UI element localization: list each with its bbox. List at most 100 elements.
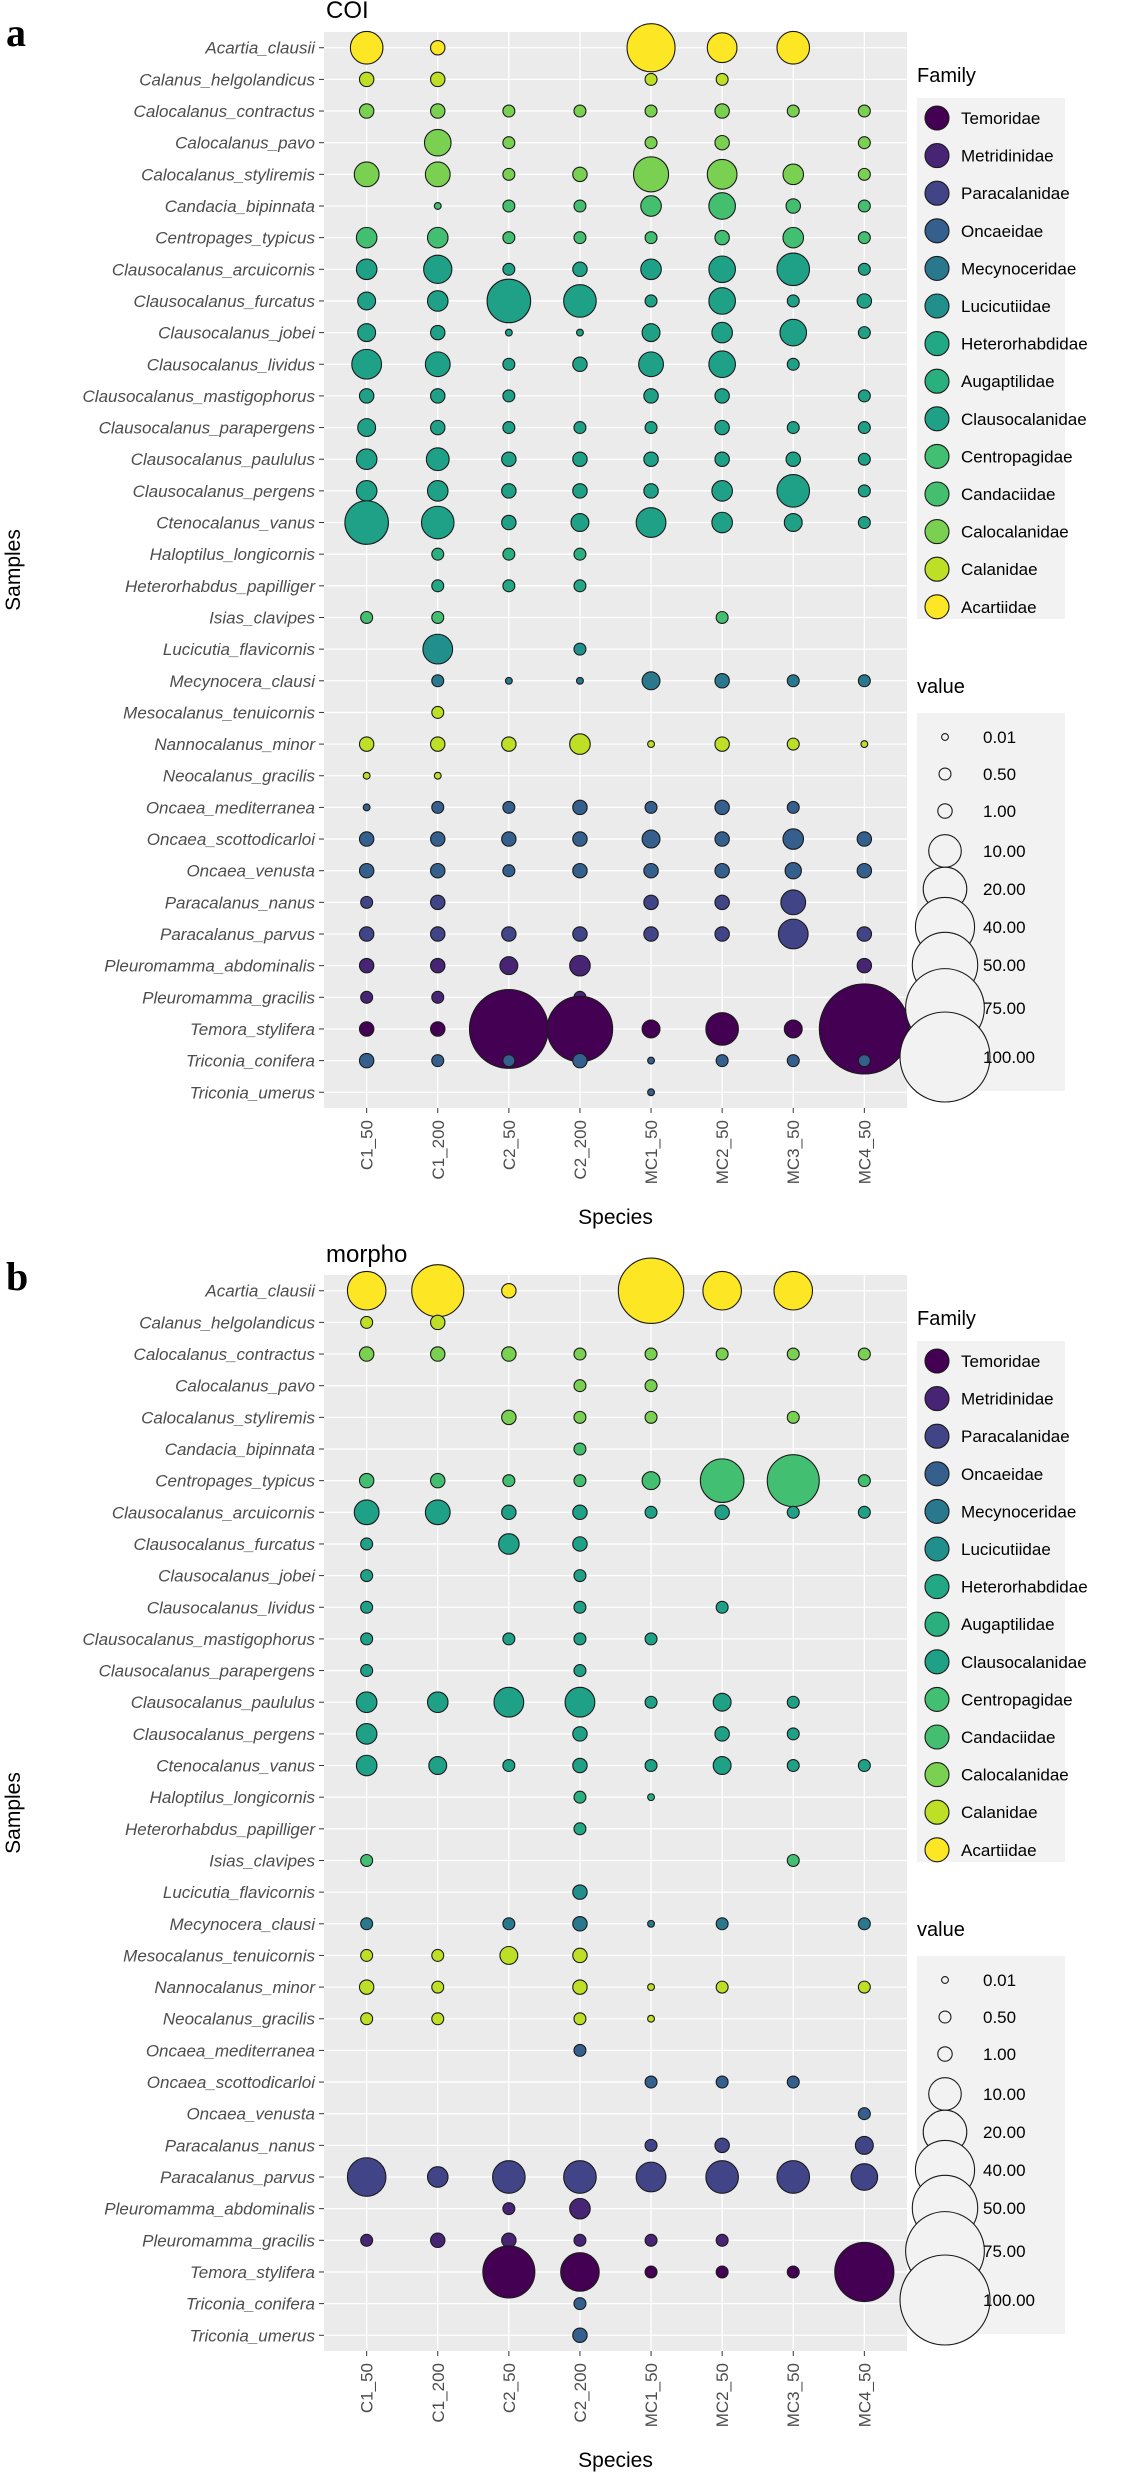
data-point — [777, 918, 809, 950]
data-point — [641, 1471, 661, 1491]
data-point — [857, 452, 871, 466]
chart-panel-b: b morpho Acartia_clausii Calanus_helgolandi… — [2, 1241, 1088, 2472]
data-point — [358, 388, 375, 404]
data-point — [502, 579, 516, 593]
x-axis-label: Species — [578, 1206, 653, 1229]
data-point — [572, 1504, 588, 1521]
data-point — [422, 633, 454, 665]
data-point — [644, 2138, 658, 2152]
data-point — [431, 674, 445, 688]
data-point — [776, 474, 811, 508]
data-point — [711, 321, 733, 344]
legend-size-label: 40.00 — [983, 2161, 1026, 2180]
data-point — [572, 1884, 588, 1900]
y-tick-label: Pleuromamma_gracilis — [142, 988, 315, 1007]
data-point — [430, 103, 446, 119]
legend-size-key — [928, 2077, 962, 2111]
data-point — [569, 954, 591, 977]
data-point — [711, 480, 733, 502]
legend-family-key — [924, 293, 950, 319]
data-point — [706, 32, 738, 64]
legend-family-key — [924, 1837, 950, 1863]
data-point — [502, 1474, 516, 1488]
x-tick-label: MC4_50 — [855, 1120, 874, 1184]
y-tick-label: Triconia_umerus — [190, 2326, 316, 2345]
y-tick-label: Oncaea_mediterranea — [146, 798, 315, 817]
data-point — [857, 136, 871, 150]
x-tick-label: MC1_50 — [642, 2363, 661, 2427]
data-point — [431, 610, 445, 624]
data-point — [423, 254, 453, 284]
data-point — [431, 800, 445, 814]
data-point — [426, 480, 449, 502]
data-point — [351, 348, 383, 380]
data-point — [776, 30, 811, 65]
data-point — [857, 1054, 871, 1068]
x-tick-label: MC4_50 — [855, 2363, 874, 2427]
legend-family-label: Acartiidae — [961, 598, 1037, 617]
data-point — [786, 1347, 800, 1361]
data-point — [575, 328, 584, 337]
legend-family-label: Metridinidae — [961, 147, 1054, 166]
data-point — [426, 290, 449, 312]
data-point — [643, 862, 659, 879]
x-tick-label: C2_50 — [500, 2363, 519, 2413]
data-point — [360, 1600, 374, 1614]
data-point — [501, 831, 517, 847]
panel-letter: b — [6, 1254, 28, 1299]
data-point — [486, 278, 532, 324]
y-tick-label: Calocalanus_contractus — [134, 1345, 316, 1364]
data-point — [572, 1052, 588, 1069]
legend-family-label: Candaciidae — [961, 485, 1056, 504]
x-tick-label: MC3_50 — [784, 2363, 803, 2427]
data-point — [346, 1270, 387, 1311]
y-tick-label: Clausocalanus_mastigophorus — [83, 1630, 316, 1649]
x-tick-label: MC2_50 — [713, 1120, 732, 1184]
data-point — [502, 1054, 516, 1068]
legend-family-key — [924, 1611, 950, 1637]
legend-size-key — [938, 2010, 952, 2024]
legend-family-label: Heterorhabdidae — [961, 1578, 1088, 1597]
data-point — [643, 926, 659, 942]
data-point — [643, 451, 659, 467]
data-point — [647, 1983, 656, 1992]
legend-family-label: Augaptilidae — [961, 372, 1055, 391]
data-point — [635, 507, 667, 538]
data-point — [572, 261, 588, 278]
data-point — [569, 733, 591, 755]
data-point — [575, 676, 584, 685]
legend-family-key — [924, 1686, 950, 1712]
data-point — [499, 956, 519, 976]
data-point — [786, 800, 800, 814]
data-point — [570, 513, 590, 533]
data-point — [857, 1917, 871, 1931]
data-point — [502, 547, 516, 561]
data-point — [617, 1257, 685, 1324]
data-point — [706, 158, 738, 190]
y-tick-label: Candacia_bipinnata — [165, 197, 315, 216]
data-point — [856, 957, 873, 974]
data-point — [431, 705, 445, 719]
data-point — [644, 1695, 658, 1709]
y-tick-label: Centropages_typicus — [155, 1472, 315, 1491]
legend-family-key — [924, 218, 950, 244]
data-point — [647, 1919, 656, 1928]
data-point — [430, 388, 446, 404]
data-point — [644, 2233, 658, 2247]
data-point — [857, 674, 871, 688]
legend-family-label: Oncaeidae — [961, 1465, 1043, 1484]
legend-family-key — [924, 368, 950, 394]
data-point — [573, 1474, 587, 1488]
data-point — [626, 23, 676, 73]
data-point — [647, 1056, 656, 1065]
y-tick-label: Calocalanus_styliremis — [141, 165, 315, 184]
data-point — [357, 323, 377, 343]
y-tick-label: Heterorhabdus_papilliger — [125, 577, 316, 596]
data-point — [430, 71, 446, 88]
data-point — [358, 1346, 375, 1362]
y-tick-label: Oncaea_venusta — [186, 2105, 315, 2124]
legend-family-label: Lucicutiidae — [961, 297, 1051, 316]
data-point — [572, 166, 588, 183]
data-point — [572, 356, 588, 373]
data-point — [856, 293, 873, 309]
